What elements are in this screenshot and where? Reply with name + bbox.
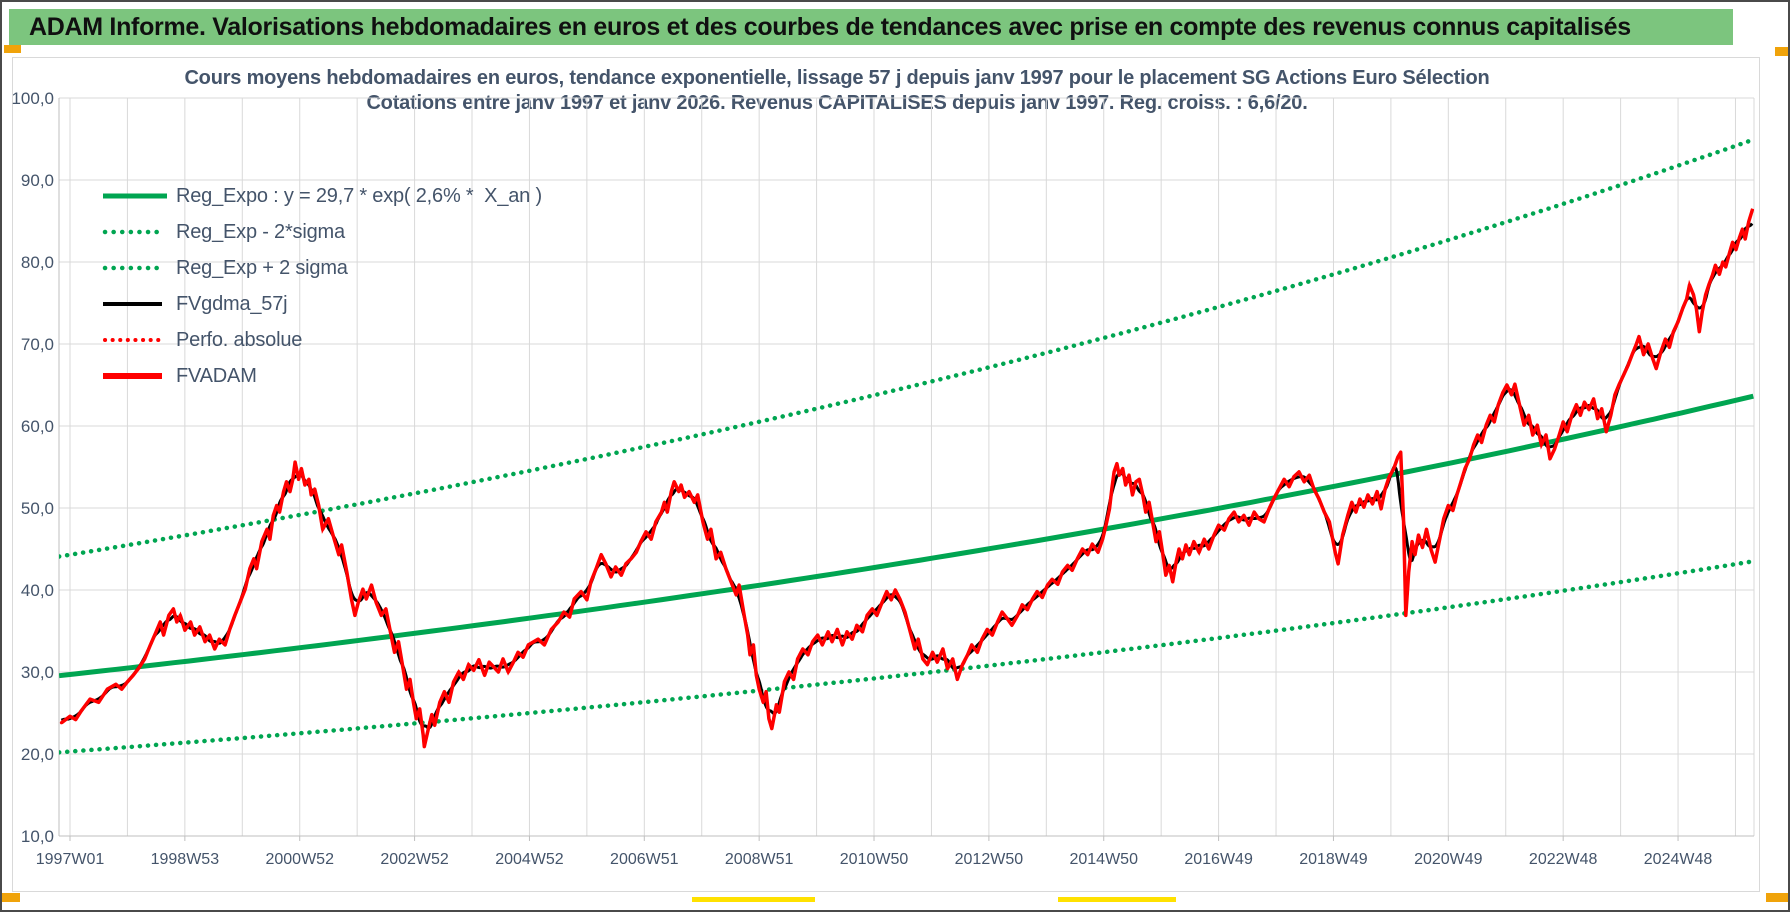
x-axis-tick-label: 1998W53: [151, 851, 220, 868]
x-axis-tick-label: 2010W50: [840, 851, 909, 868]
orange-marker-bottom-left: [2, 893, 20, 902]
legend-item-perfo-absolue[interactable]: Perfo. absolue: [102, 322, 542, 358]
legend-label: Reg_Exp - 2*sigma: [176, 220, 345, 243]
legend-item-fvgdma[interactable]: FVgdma_57j: [102, 286, 542, 322]
legend-item-reg-expo[interactable]: Reg_Expo : y = 29,7 * exp( 2,6% * X_an ): [102, 178, 542, 214]
chart-title-line-1: Cours moyens hebdomadaires en euros, ten…: [184, 67, 1490, 89]
x-axis-tick-label: 2024W48: [1644, 851, 1713, 868]
x-axis-tick-label: 2002W52: [380, 851, 449, 868]
x-axis-tick-label: 2008W51: [725, 851, 794, 868]
yellow-highlight-segment-1: [692, 897, 815, 902]
legend-item-fvadam[interactable]: FVADAM: [102, 358, 542, 394]
y-axis-tick-label: 100,0: [11, 89, 54, 108]
green-solid-line-icon: [103, 193, 167, 199]
legend-item-reg-plus-2sigma[interactable]: Reg_Exp + 2 sigma: [102, 250, 542, 286]
legend-label: Reg_Exp + 2 sigma: [176, 256, 348, 279]
y-axis-tick-label: 40,0: [21, 581, 54, 600]
black-solid-line-icon: [103, 302, 162, 306]
red-thick-line-icon: [103, 373, 162, 379]
legend-label: FVgdma_57j: [176, 292, 288, 315]
y-axis-tick-label: 80,0: [21, 253, 54, 272]
x-axis-tick-label: 2014W50: [1069, 851, 1138, 868]
y-axis-tick-label: 10,0: [21, 827, 54, 846]
legend-label: FVADAM: [176, 364, 257, 387]
band-upper-dotted-line: [59, 137, 1754, 559]
green-dotted-line-icon: [102, 229, 168, 235]
regression-trend-line: [59, 393, 1754, 679]
x-axis-tick-label: 2000W52: [265, 851, 334, 868]
green-dotted-line-icon: [102, 265, 168, 271]
legend-label: Perfo. absolue: [176, 328, 303, 351]
y-axis-tick-label: 70,0: [21, 335, 54, 354]
x-axis-tick-label: 2022W48: [1529, 851, 1598, 868]
band-lower-dotted-line: [59, 559, 1754, 755]
red-dotted-line-icon: [103, 338, 167, 342]
y-axis-tick-label: 90,0: [21, 171, 54, 190]
x-axis-tick-label: 1997W01: [36, 851, 105, 868]
y-axis-tick-label: 20,0: [21, 745, 54, 764]
page-title-bar: ADAM Informe. Valorisations hebdomadaire…: [9, 9, 1733, 45]
x-axis-tick-label: 2018W49: [1299, 851, 1368, 868]
x-axis-tick-label: 2016W49: [1184, 851, 1253, 868]
legend-item-reg-minus-2sigma[interactable]: Reg_Exp - 2*sigma: [102, 214, 542, 250]
y-axis-tick-label: 50,0: [21, 499, 54, 518]
fvadam-line: [60, 208, 1754, 749]
x-axis-tick-label: 2012W50: [955, 851, 1024, 868]
yellow-highlight-segment-2: [1058, 897, 1176, 902]
legend-label: Reg_Expo : y = 29,7 * exp( 2,6% * X_an ): [176, 184, 542, 207]
x-axis-tick-label: 2020W49: [1414, 851, 1483, 868]
y-axis-tick-label: 60,0: [21, 417, 54, 436]
orange-marker-top-right: [1775, 47, 1788, 56]
orange-marker-top-left: [4, 45, 21, 53]
orange-marker-bottom-right: [1766, 893, 1788, 902]
x-axis-tick-label: 2004W52: [495, 851, 564, 868]
y-axis-tick-label: 30,0: [21, 663, 54, 682]
chart-legend: Reg_Expo : y = 29,7 * exp( 2,6% * X_an )…: [102, 178, 542, 394]
x-axis-tick-label: 2006W51: [610, 851, 679, 868]
page-title: ADAM Informe. Valorisations hebdomadaire…: [29, 12, 1631, 41]
